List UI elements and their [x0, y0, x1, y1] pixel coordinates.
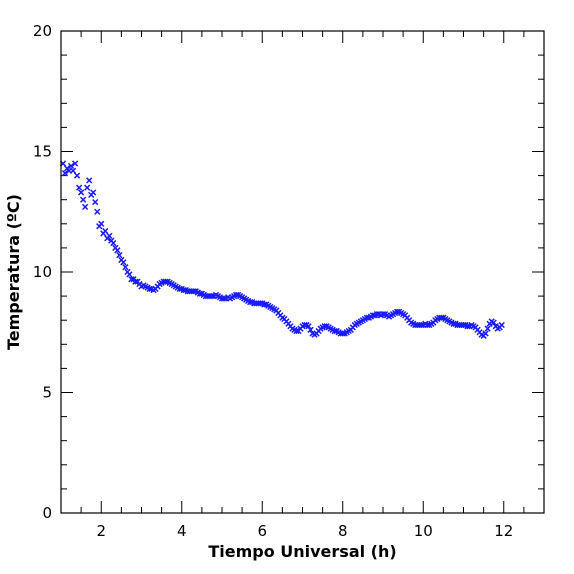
data-point [307, 326, 314, 333]
data-point [379, 311, 387, 318]
x-axis-title: Tiempo Universal (h) [208, 542, 396, 561]
data-point [132, 278, 139, 285]
y-tick-label: 15 [33, 143, 52, 161]
data-point [208, 292, 216, 300]
data-point [69, 167, 77, 174]
data-point [247, 298, 254, 306]
data-point [86, 177, 93, 184]
y-axis-title: Temperatura (ºC) [4, 194, 23, 350]
data-point [363, 314, 371, 321]
x-tick-label: 12 [494, 522, 513, 540]
data-point [232, 291, 240, 299]
data-point [180, 286, 187, 294]
data-point [393, 308, 401, 315]
data-point [122, 264, 129, 271]
data-point [67, 162, 75, 170]
data-point [176, 285, 183, 293]
data-point [418, 321, 425, 329]
data-point [92, 198, 99, 206]
data-point [126, 271, 133, 278]
data-point [301, 321, 308, 329]
data-point [75, 184, 83, 191]
data-point [369, 312, 377, 319]
data-point [94, 208, 101, 215]
data-points [59, 160, 505, 339]
data-point [73, 172, 81, 179]
data-point [464, 323, 471, 330]
x-tick-label: 2 [96, 522, 106, 540]
data-point [120, 259, 127, 266]
data-point [77, 189, 85, 196]
x-tick-labels: 2 4 6 8 10 12 [96, 522, 513, 540]
data-point [102, 227, 109, 235]
y-tick-label: 10 [33, 263, 52, 281]
data-point [257, 300, 264, 307]
data-point [460, 321, 467, 329]
data-point [261, 301, 268, 308]
data-point [321, 323, 328, 330]
data-point [114, 247, 121, 254]
data-point [196, 290, 203, 297]
y-tick-label: 0 [42, 504, 52, 522]
data-point [90, 189, 97, 196]
data-point [331, 327, 338, 335]
data-point [82, 203, 89, 211]
y-tick-label: 20 [33, 22, 52, 40]
data-point [293, 327, 300, 335]
data-point [438, 314, 445, 321]
data-point [482, 330, 489, 337]
data-point [84, 184, 91, 191]
x-tick-label: 6 [257, 522, 267, 540]
data-point [116, 251, 123, 259]
x-tick-label: 8 [338, 522, 348, 540]
x-tick-label: 10 [414, 522, 433, 540]
y-tick-label: 5 [42, 384, 52, 402]
data-point [373, 311, 381, 318]
data-point [162, 278, 169, 285]
data-point [220, 295, 228, 302]
y-tick-labels: 0 5 10 15 20 [33, 22, 52, 522]
data-point [98, 220, 105, 227]
axis-ticks [60, 30, 545, 514]
data-point [80, 196, 87, 203]
data-point [339, 330, 346, 337]
data-point [71, 160, 79, 167]
x-tick-label: 4 [177, 522, 187, 540]
data-point [484, 325, 491, 332]
data-point [424, 321, 431, 329]
data-point [146, 285, 153, 293]
data-point [106, 232, 113, 239]
data-point [128, 276, 135, 283]
data-point [450, 320, 457, 327]
data-point [61, 170, 69, 177]
data-point [305, 323, 312, 330]
data-point [190, 288, 197, 295]
data-point [490, 319, 497, 326]
data-point [498, 321, 505, 329]
plot-frame [60, 30, 545, 514]
data-point [110, 239, 117, 247]
